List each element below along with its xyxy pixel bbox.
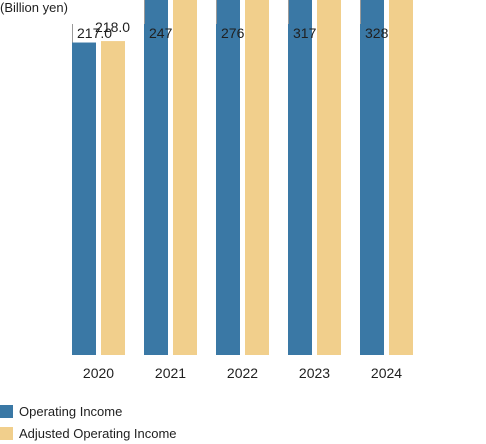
bar-chart: 217.0218.02020247.5251.92021276.5270.620… <box>72 0 413 381</box>
bar-operating-income-2024 <box>360 0 384 355</box>
legend-swatch-operating-income <box>0 404 13 418</box>
value-label-adjusted-operating-income-2020: 218.0 <box>95 19 130 35</box>
legend-label-operating-income: Operating Income <box>19 403 123 419</box>
legend-item-adjusted-operating-income: Adjusted Operating Income <box>0 422 177 444</box>
x-tick-label-2022: 2022 <box>227 365 258 381</box>
legend: Operating Income Adjusted Operating Inco… <box>0 400 177 444</box>
bar-operating-income-2021 <box>144 0 168 355</box>
bar-operating-income-2020 <box>72 42 96 356</box>
legend-swatch-adjusted-operating-income <box>0 426 13 440</box>
x-tick-label-2021: 2021 <box>155 365 186 381</box>
unit-label: (Billion yen) <box>0 0 68 15</box>
legend-item-operating-income: Operating Income <box>0 400 177 422</box>
bar-adjusted-operating-income-2021 <box>173 0 197 355</box>
bar-operating-income-2022 <box>216 0 240 356</box>
x-tick-label-2020: 2020 <box>83 365 114 381</box>
bar-operating-income-2023 <box>288 0 312 356</box>
x-tick-label-2024: 2024 <box>371 365 402 381</box>
value-label-operating-income-2020: 217.0 <box>77 25 112 41</box>
bar-adjusted-operating-income-2023 <box>317 0 341 355</box>
bar-adjusted-operating-income-2020 <box>101 41 125 356</box>
legend-label-adjusted-operating-income: Adjusted Operating Income <box>19 425 177 441</box>
x-tick-label-2023: 2023 <box>299 365 330 381</box>
bar-adjusted-operating-income-2024 <box>389 0 413 356</box>
bar-adjusted-operating-income-2022 <box>245 0 269 355</box>
